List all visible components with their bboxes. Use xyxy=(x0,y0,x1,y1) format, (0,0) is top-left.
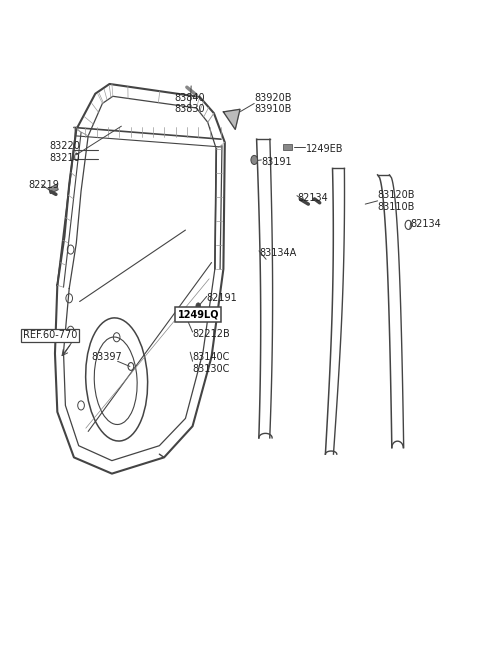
Text: 82191: 82191 xyxy=(207,293,238,303)
Text: 83134A: 83134A xyxy=(259,248,296,258)
Polygon shape xyxy=(223,109,240,130)
Text: 1249EB: 1249EB xyxy=(306,144,344,154)
Text: REF.60-770: REF.60-770 xyxy=(23,330,77,341)
Circle shape xyxy=(196,303,201,309)
Text: 83120B
83110B: 83120B 83110B xyxy=(378,190,415,212)
Text: 83840
83830: 83840 83830 xyxy=(175,92,205,114)
Text: 83140C
83130C: 83140C 83130C xyxy=(192,352,230,374)
Text: 83220
83210: 83220 83210 xyxy=(49,141,80,163)
Text: 82134: 82134 xyxy=(297,193,328,202)
Text: 83920B
83910B: 83920B 83910B xyxy=(254,92,292,114)
Text: 83397: 83397 xyxy=(92,352,122,362)
Text: 82212B: 82212B xyxy=(192,329,230,339)
FancyArrow shape xyxy=(283,144,292,149)
Bar xyxy=(49,184,58,194)
Text: 82219: 82219 xyxy=(29,179,60,189)
Text: 83191: 83191 xyxy=(261,157,292,167)
Text: 1249LQ: 1249LQ xyxy=(178,310,219,320)
Text: 82134: 82134 xyxy=(411,219,442,229)
Circle shape xyxy=(251,155,258,164)
